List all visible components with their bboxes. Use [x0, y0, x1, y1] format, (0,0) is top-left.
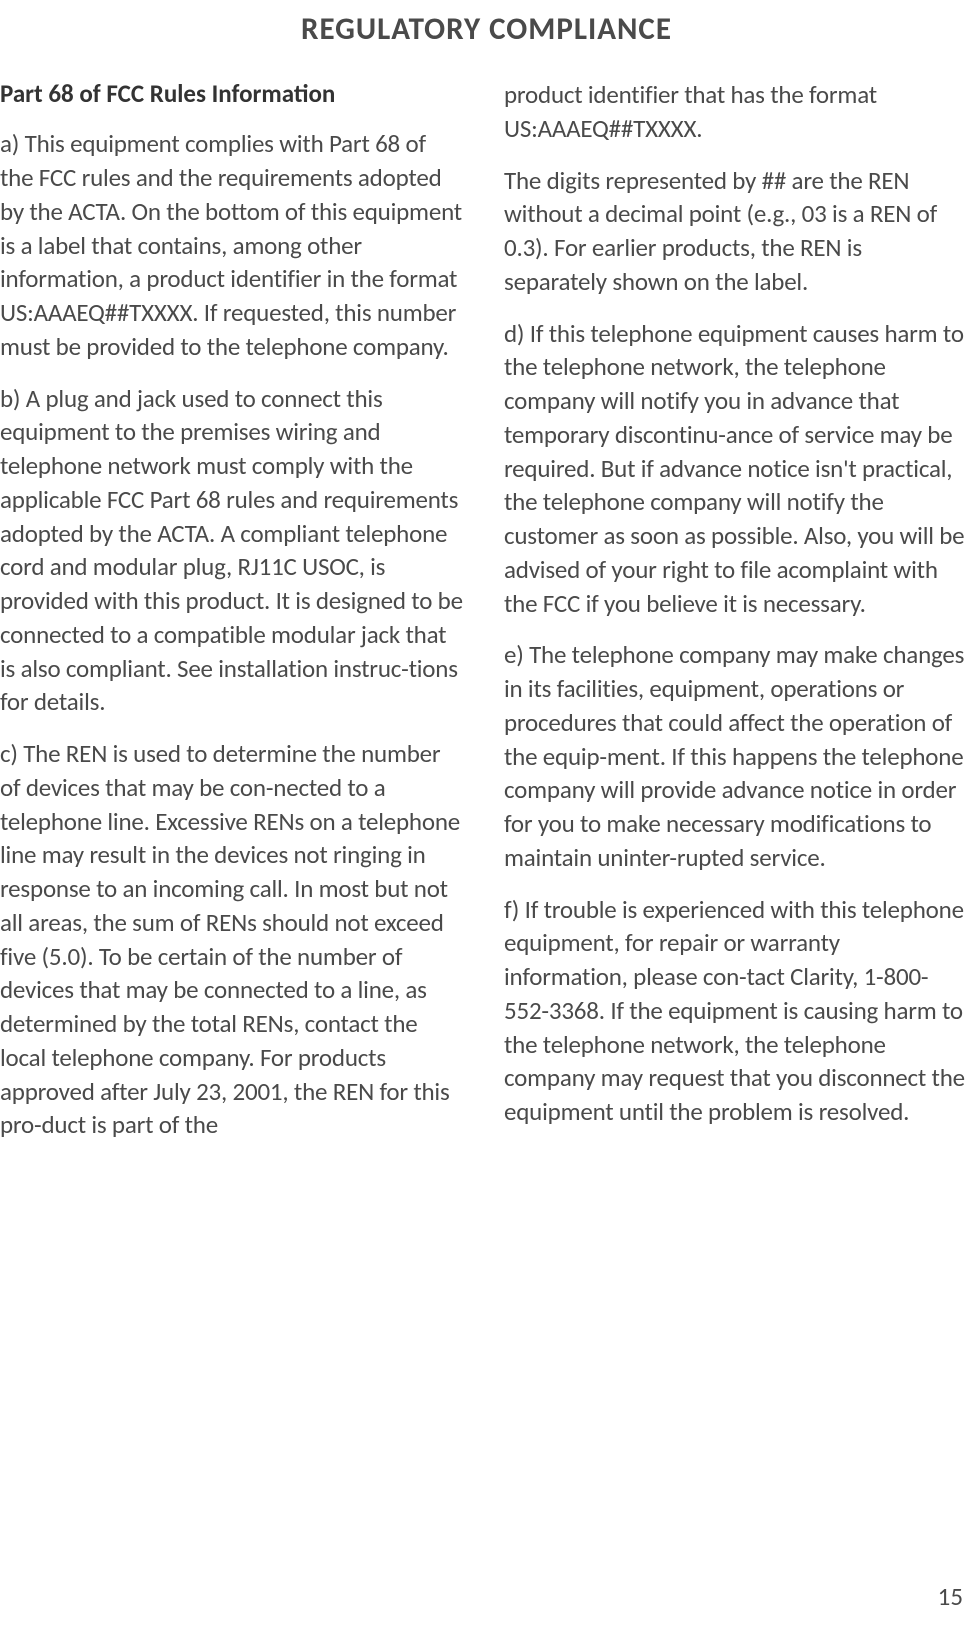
page-number: 15 [938, 1581, 963, 1612]
paragraph-f: f) If trouble is experienced with this t… [504, 893, 968, 1129]
paragraph-c: c) The REN is used to determine the numb… [0, 737, 464, 1142]
paragraph-e: e) The telephone company may make change… [504, 638, 968, 874]
paragraph-a: a) This equipment complies with Part 68 … [0, 127, 464, 363]
section-heading: Part 68 of FCC Rules Information [0, 78, 464, 109]
paragraph-c-cont: product identifier that has the format U… [504, 78, 968, 146]
page-title: REGULATORY COMPLIANCE [0, 0, 973, 78]
right-column: product identifier that has the format U… [504, 78, 968, 1160]
left-column: Part 68 of FCC Rules Information a) This… [0, 78, 464, 1160]
paragraph-d: d) If this telephone equipment causes ha… [504, 317, 968, 621]
paragraph-ren-digits: The digits represented by ## are the REN… [504, 164, 968, 299]
content-columns: Part 68 of FCC Rules Information a) This… [0, 78, 973, 1160]
paragraph-b: b) A plug and jack used to connect this … [0, 382, 464, 720]
